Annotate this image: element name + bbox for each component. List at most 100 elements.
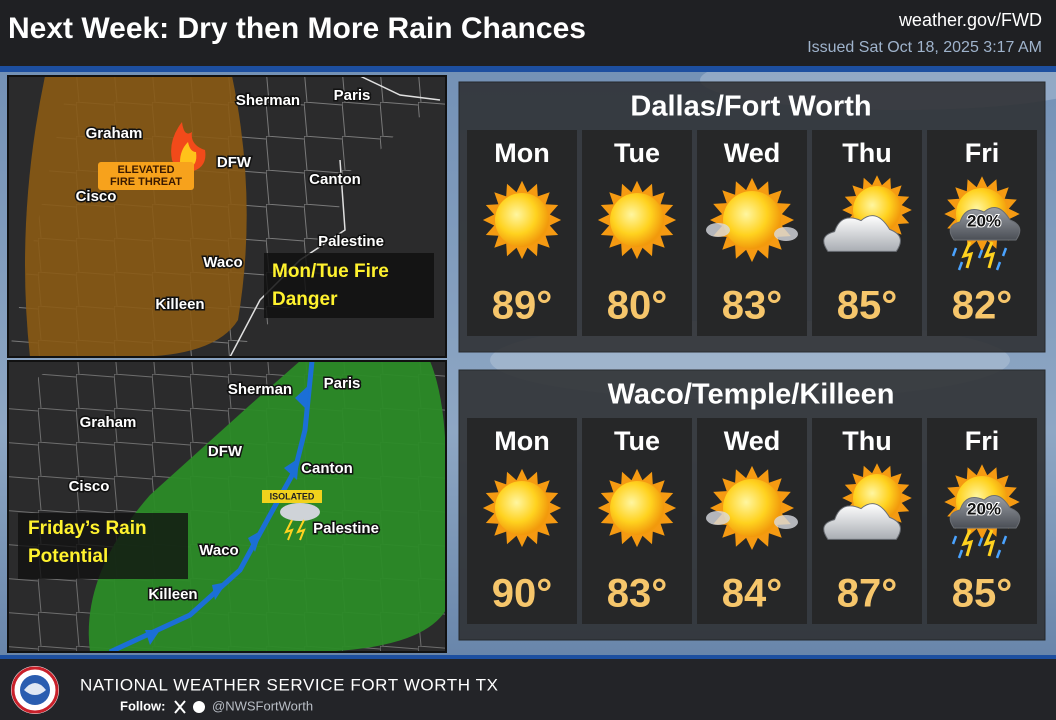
sun-disc xyxy=(495,481,549,535)
website[interactable]: weather.gov/FWD xyxy=(898,10,1042,30)
city-label: Waco xyxy=(199,542,238,559)
fire-badge-text: ELEVATED xyxy=(117,164,174,176)
temperature: 85° xyxy=(837,284,898,328)
rain-map xyxy=(8,361,446,652)
day-card: Wed 83° xyxy=(697,130,807,336)
weather-icon xyxy=(706,177,798,263)
city-label: DFW xyxy=(217,154,252,171)
cloud xyxy=(823,215,901,252)
lightning-icon xyxy=(284,519,306,541)
day-card: Thu 87° xyxy=(812,418,922,624)
cloud xyxy=(949,495,1021,529)
city-label: Cisco xyxy=(76,188,117,205)
day-name: Fri xyxy=(965,138,1000,168)
day-name: Mon xyxy=(494,138,549,168)
office-name: NATIONAL WEATHER SERVICE FORT WORTH TX xyxy=(80,675,499,694)
temperature: 87° xyxy=(837,572,898,616)
weather-icon xyxy=(706,465,798,550)
map-caption: Mon/Tue Fire xyxy=(272,261,389,282)
haze xyxy=(706,511,730,525)
nws-logo-bird xyxy=(24,683,46,695)
forecast-panel: Waco/Temple/Killeen Mon 90° Tue 83° Wed 84° Thu… xyxy=(458,369,1046,641)
haze xyxy=(774,227,798,241)
temperature: 90° xyxy=(492,572,553,616)
day-name: Fri xyxy=(965,426,1000,456)
city-label: DFW xyxy=(208,443,243,460)
city-label: Paris xyxy=(324,375,361,392)
day-card: Fri 20% 82° xyxy=(927,130,1037,336)
weather-icon xyxy=(597,180,677,260)
day-name: Tue xyxy=(614,138,660,168)
map-frame xyxy=(7,75,447,358)
rain-drops xyxy=(951,247,1008,271)
follow-label: Follow: xyxy=(120,698,166,713)
caption-box xyxy=(264,253,434,318)
map-caption: Potential xyxy=(28,546,108,567)
header-stripe xyxy=(0,66,1056,72)
city-label: Graham xyxy=(86,125,143,142)
temperature: 83° xyxy=(722,284,783,328)
temperature: 82° xyxy=(952,284,1013,328)
panel-title: Dallas/Fort Worth xyxy=(630,91,871,123)
rain-chance: 20% xyxy=(967,211,1001,230)
day-name: Thu xyxy=(842,426,891,456)
cold-front xyxy=(108,361,315,652)
day-name: Mon xyxy=(494,426,549,456)
weather-icon: 20% xyxy=(944,176,1021,271)
city-label: Cisco xyxy=(69,478,110,495)
day-card: Wed 84° xyxy=(697,418,807,624)
isolated-badge-text: ISOLATED xyxy=(270,491,315,501)
x-icon[interactable] xyxy=(174,700,186,714)
lightning xyxy=(961,529,996,557)
flame-core xyxy=(180,142,197,168)
storm-cloud-icon xyxy=(280,503,320,521)
facebook-icon[interactable] xyxy=(193,701,205,713)
weather-icon xyxy=(597,468,677,548)
cloud xyxy=(949,207,1021,241)
city-label: Sherman xyxy=(236,92,300,109)
city-label: Palestine xyxy=(313,520,379,537)
weather-icon xyxy=(823,175,912,252)
temperature: 89° xyxy=(492,284,553,328)
temperature: 83° xyxy=(607,572,668,616)
title: Next Week: Dry then More Rain Chances xyxy=(8,12,586,45)
day-name: Tue xyxy=(614,426,660,456)
rain-drops xyxy=(951,535,1008,559)
forecast-panel: Dallas/Fort Worth Mon 89° Tue 80° Wed 83° Thu 85… xyxy=(458,81,1046,353)
day-name: Thu xyxy=(842,138,891,168)
sun-disc xyxy=(723,479,781,537)
weather-icon xyxy=(482,468,562,548)
isolated-badge xyxy=(262,490,322,503)
day-card: Tue 80° xyxy=(582,130,692,336)
sun-disc xyxy=(610,481,664,535)
haze xyxy=(706,223,730,237)
fire-map xyxy=(8,76,446,357)
footer-stripe xyxy=(0,655,1056,659)
day-name: Wed xyxy=(724,426,781,456)
city-label: Killeen xyxy=(148,586,197,603)
city-label: Canton xyxy=(301,460,353,477)
city-label: Paris xyxy=(334,87,371,104)
map-caption: Friday’s Rain xyxy=(28,518,147,539)
day-card: Thu 85° xyxy=(812,130,922,336)
fire-badge-text: FIRE THREAT xyxy=(110,176,182,188)
issued-time: Issued Sat Oct 18, 2025 3:17 AM xyxy=(807,39,1042,56)
day-name: Wed xyxy=(724,138,781,168)
rain-chance: 20% xyxy=(967,499,1001,518)
panel-title: Waco/Temple/Killeen xyxy=(608,379,895,411)
temperature: 80° xyxy=(607,284,668,328)
sun-disc xyxy=(495,193,549,247)
weather-icon xyxy=(823,463,912,540)
map-caption: Danger xyxy=(272,289,338,310)
city-label: Waco xyxy=(203,254,242,271)
city-label: Sherman xyxy=(228,381,292,398)
day-card: Mon 89° xyxy=(467,130,577,336)
caption-box xyxy=(18,513,188,579)
city-label: Killeen xyxy=(155,296,204,313)
social-handle[interactable]: @NWSFortWorth xyxy=(212,698,313,713)
weather-icon: 20% xyxy=(944,464,1021,559)
header-bar xyxy=(0,0,1056,66)
sun-disc xyxy=(723,191,781,249)
